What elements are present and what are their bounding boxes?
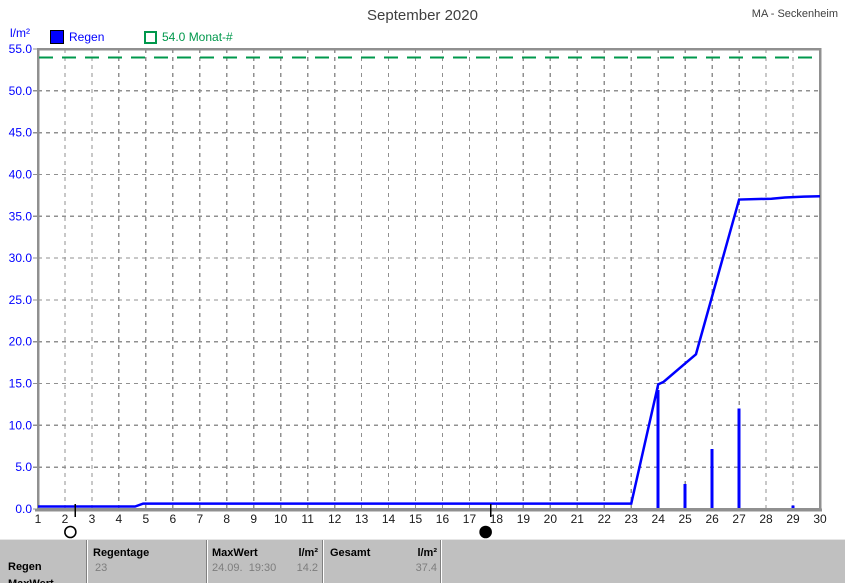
station-name: MA - Seckenheim (751, 8, 838, 20)
x-tick-label: 26 (705, 512, 719, 526)
x-tick-label: 1 (35, 512, 42, 526)
x-tick-label: 7 (196, 512, 203, 526)
y-tick-label: 10.0 (9, 418, 33, 432)
x-tick-label: 29 (786, 512, 800, 526)
x-tick-label: 12 (328, 512, 342, 526)
y-tick-label: 35.0 (9, 209, 33, 223)
x-tick-label: 30 (813, 512, 827, 526)
x-tick-label: 24 (652, 512, 666, 526)
plot-frame (36, 47, 822, 511)
panel-separator (440, 540, 442, 583)
x-tick-label: 19 (517, 512, 531, 526)
rain-legend-swatch-icon (50, 30, 64, 44)
legend-item-rain: Regen (50, 30, 104, 44)
maxwert-header: MaxWert (212, 547, 258, 559)
x-tick-label: 16 (436, 512, 450, 526)
y-tick-label: 25.0 (9, 293, 33, 307)
full-moon-icon (64, 525, 77, 539)
month-limit-legend-label: 54.0 Monat-# (162, 30, 233, 44)
y-tick-label: 40.0 (9, 167, 33, 181)
y-tick-label: 50.0 (9, 84, 33, 98)
x-tick-label: 25 (678, 512, 692, 526)
x-tick-label: 8 (223, 512, 230, 526)
panel-separator (86, 540, 88, 583)
x-tick-label: 20 (544, 512, 558, 526)
gesamt-value: 37.4 (415, 562, 437, 574)
month-limit-legend-swatch-icon (144, 30, 157, 44)
y-tick-label: 5.0 (15, 460, 32, 474)
x-tick-label: 21 (571, 512, 585, 526)
regentage-header: Regentage (93, 547, 150, 559)
x-tick-label: 5 (143, 512, 150, 526)
regentage-value: 23 (95, 562, 108, 574)
maxwert-amount-value: 14.2 (296, 562, 318, 574)
y-tick-label: 45.0 (9, 126, 33, 140)
chart-title: September 2020 (367, 7, 478, 24)
rain-legend-label: Regen (69, 30, 105, 44)
x-tick-label: 10 (274, 512, 288, 526)
x-tick-label: 3 (89, 512, 96, 526)
panel-separator (322, 540, 324, 583)
y-tick-label: 20.0 (9, 335, 33, 349)
cumulative-rain-line (38, 194, 821, 508)
x-tick-label: 18 (490, 512, 504, 526)
summary-row-label-maxwert-clipped: MaxWert (8, 578, 54, 583)
x-tick-label: 11 (301, 512, 314, 526)
x-tick-label: 6 (169, 512, 176, 526)
x-tick-label: 14 (382, 512, 396, 526)
panel-separator (206, 540, 208, 583)
x-tick-label: 28 (759, 512, 773, 526)
x-tick-label: 2 (62, 512, 69, 526)
gesamt-unit: l/m² (417, 547, 437, 559)
y-tick-label: 0.0 (15, 502, 32, 516)
x-tick-label: 4 (116, 512, 123, 526)
summary-panel: Regen MaxWert Regentage 23 MaxWert l/m² … (0, 539, 845, 583)
y-tick-label: 30.0 (9, 251, 33, 265)
x-tick-label: 15 (409, 512, 423, 526)
x-tick-label: 27 (732, 512, 746, 526)
summary-row-label-rain: Regen (8, 561, 42, 573)
y-axis-unit-label: l/m² (10, 26, 30, 40)
x-tick-label: 23 (625, 512, 639, 526)
legend-item-month-limit: 54.0 Monat-# (144, 30, 233, 44)
x-tick-label: 9 (250, 512, 257, 526)
x-tick-label: 17 (463, 512, 477, 526)
maxwert-date-value: 24.09. 19:30 (212, 562, 277, 574)
gesamt-header: Gesamt (330, 547, 371, 559)
x-tick-label: 13 (355, 512, 369, 526)
rain-chart-plot: 0.0 5.0 10.0 15.0 20.0 25.0 30.0 35.0 40.0 45.0 50… (9, 42, 827, 539)
new-moon-icon (479, 525, 492, 539)
x-tick-label: 22 (598, 512, 612, 526)
maxwert-unit: l/m² (298, 547, 318, 559)
y-tick-label: 15.0 (9, 377, 33, 391)
y-tick-label: 55.0 (9, 42, 33, 56)
